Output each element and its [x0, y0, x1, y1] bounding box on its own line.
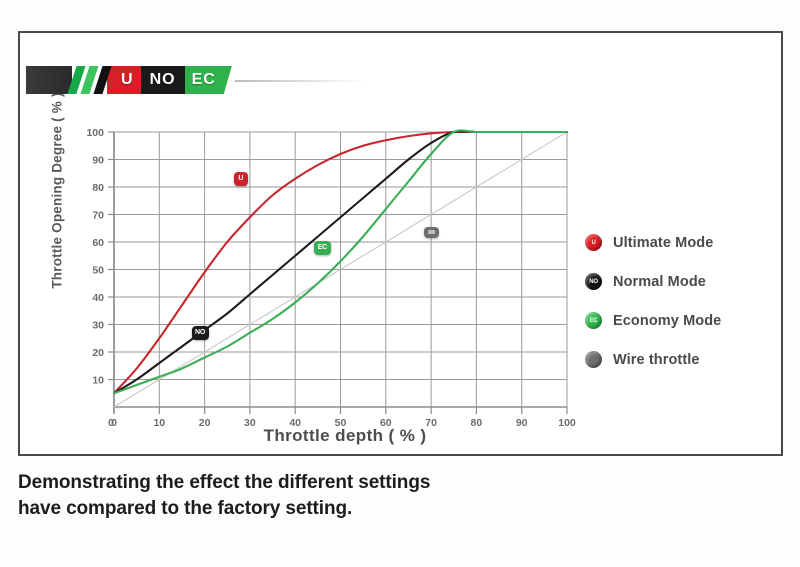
throttle-response-chart: 0 10 20 30 40 50 60 70 80 90 100 10 20 30 40 50 60 70 80 90… — [86, 127, 575, 429]
svg-text:0: 0 — [111, 417, 117, 429]
chart-chip-normal-mode: NO — [191, 325, 209, 340]
caption-line-2: have compared to the factory setting. — [18, 498, 353, 520]
svg-text:10: 10 — [92, 375, 104, 387]
svg-text:50: 50 — [335, 417, 347, 429]
svg-text:70: 70 — [425, 417, 437, 429]
svg-text:20: 20 — [199, 417, 211, 429]
brand-text-u: U — [121, 71, 134, 88]
brand-segment-u: U — [107, 66, 141, 94]
svg-text:10: 10 — [153, 417, 165, 429]
svg-text:50: 50 — [92, 265, 104, 277]
legend-item-ultimate-mode: U Ultimate Mode — [585, 223, 780, 262]
legend-marker-wire-icon — [585, 351, 602, 368]
y-axis-title: Throttle Opening Degree ( % ) — [49, 92, 65, 289]
chart-tick-labels: 0 10 20 30 40 50 60 70 80 90 100 10 20 30 40 50 60 70 80 90… — [86, 127, 575, 429]
svg-text:40: 40 — [289, 417, 301, 429]
chart-chip-economy-mode: EC — [313, 240, 331, 255]
x-axis-title: Throttle depth ( % ) — [263, 426, 427, 445]
svg-text:90: 90 — [92, 155, 104, 167]
brand-text-ec: EC — [191, 71, 216, 88]
legend-marker-ultimate-icon: U — [585, 234, 602, 251]
svg-text:30: 30 — [92, 320, 104, 332]
svg-text:60: 60 — [92, 237, 104, 249]
chart-chip-ultimate-mode: U — [233, 171, 248, 186]
legend-label-economy-mode: Economy Mode — [613, 312, 722, 329]
svg-text:30: 30 — [244, 417, 256, 429]
svg-text:100: 100 — [86, 127, 104, 139]
svg-text:20: 20 — [92, 347, 104, 359]
svg-text:100: 100 — [558, 417, 576, 429]
series-economy-mode — [112, 129, 569, 395]
plot-area: 0 10 20 30 40 50 60 70 80 90 100 10 20 30 40 50 60 70 80 90… — [20, 33, 785, 458]
chart-legend: U Ultimate Mode NO Normal Mode EC Econom… — [585, 223, 780, 379]
svg-text:0: 0 — [108, 417, 114, 429]
svg-text:80: 80 — [92, 182, 104, 194]
legend-item-normal-mode: NO Normal Mode — [585, 262, 780, 301]
chart-gridlines — [113, 131, 568, 407]
svg-text:90: 90 — [516, 417, 528, 429]
wire-chip-glyph-icon — [427, 230, 435, 235]
svg-text:60: 60 — [380, 417, 392, 429]
legend-marker-economy-icon: EC — [585, 312, 602, 329]
svg-text:80: 80 — [471, 417, 483, 429]
chart-panel: 0 10 20 30 40 50 60 70 80 90 100 10 20 30 40 50 60 70 80 90… — [18, 31, 783, 456]
legend-marker-normal-icon: NO — [585, 273, 602, 290]
legend-item-wire-throttle: Wire throttle — [585, 340, 780, 379]
legend-label-normal-mode: Normal Mode — [613, 273, 706, 290]
brand-text-no: NO — [149, 71, 176, 88]
series-wire-throttle — [113, 131, 568, 408]
legend-label-ultimate-mode: Ultimate Mode — [613, 234, 714, 251]
brand-tail-line — [235, 80, 365, 82]
brand-logo: U NO EC — [26, 66, 232, 94]
brand-dark-block — [26, 66, 72, 94]
figure-caption: Demonstrating the effect the different s… — [18, 470, 758, 522]
legend-item-economy-mode: EC Economy Mode — [585, 301, 780, 340]
legend-label-wire-throttle: Wire throttle — [613, 351, 700, 368]
chart-axes — [108, 131, 568, 414]
brand-segment-no: NO — [140, 66, 185, 94]
caption-line-1: Demonstrating the effect the different s… — [18, 472, 431, 493]
svg-text:40: 40 — [92, 292, 104, 304]
svg-text:70: 70 — [92, 210, 104, 222]
chart-chip-wire-throttle — [423, 226, 439, 238]
brand-segment-ec: EC — [185, 66, 232, 94]
